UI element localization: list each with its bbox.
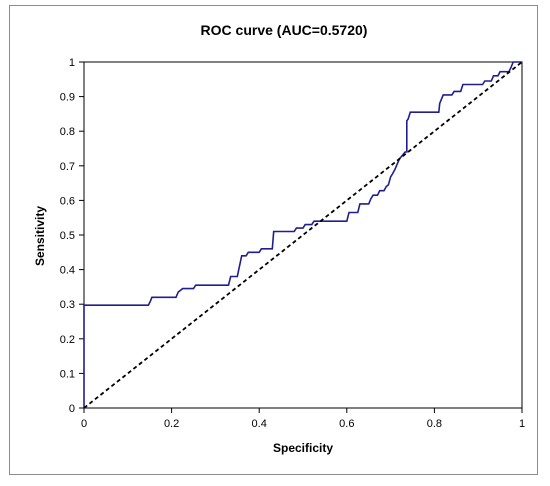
x-tick-label: 1 [519,418,525,430]
x-tick-label: 0.2 [164,418,179,430]
chart-title: ROC curve (AUC=0.5720) [201,22,368,38]
y-axis-title: Sensitivity [33,206,47,266]
y-axis-ticks: 0 0.1 0.2 0.3 0.4 0.5 0.6 0.7 0.8 0.9 1 [60,57,84,415]
y-tick-label: 0.1 [60,368,75,380]
y-tick-label: 0.5 [60,230,75,242]
y-tick-label: 0.8 [60,126,75,138]
y-tick-label: 0.2 [60,334,75,346]
x-axis-title: Specificity [273,441,333,455]
y-tick-label: 0.7 [60,161,75,173]
x-tick-label: 0 [81,418,87,430]
x-tick-label: 0.4 [252,418,267,430]
y-tick-label: 0 [69,403,75,415]
reference-line [83,61,523,409]
x-tick-label: 0.8 [427,418,442,430]
y-tick-label: 0.9 [60,92,75,104]
y-tick-label: 1 [69,57,75,69]
y-tick-label: 0.4 [60,265,75,277]
x-tick-label: 0.6 [339,418,354,430]
y-tick-label: 0.3 [60,299,75,311]
x-axis-ticks: 0 0.2 0.4 0.6 0.8 1 [81,408,525,430]
series-layer [83,61,523,409]
y-tick-label: 0.6 [60,195,75,207]
plot-area [83,61,523,409]
roc-curve-line [83,61,522,408]
